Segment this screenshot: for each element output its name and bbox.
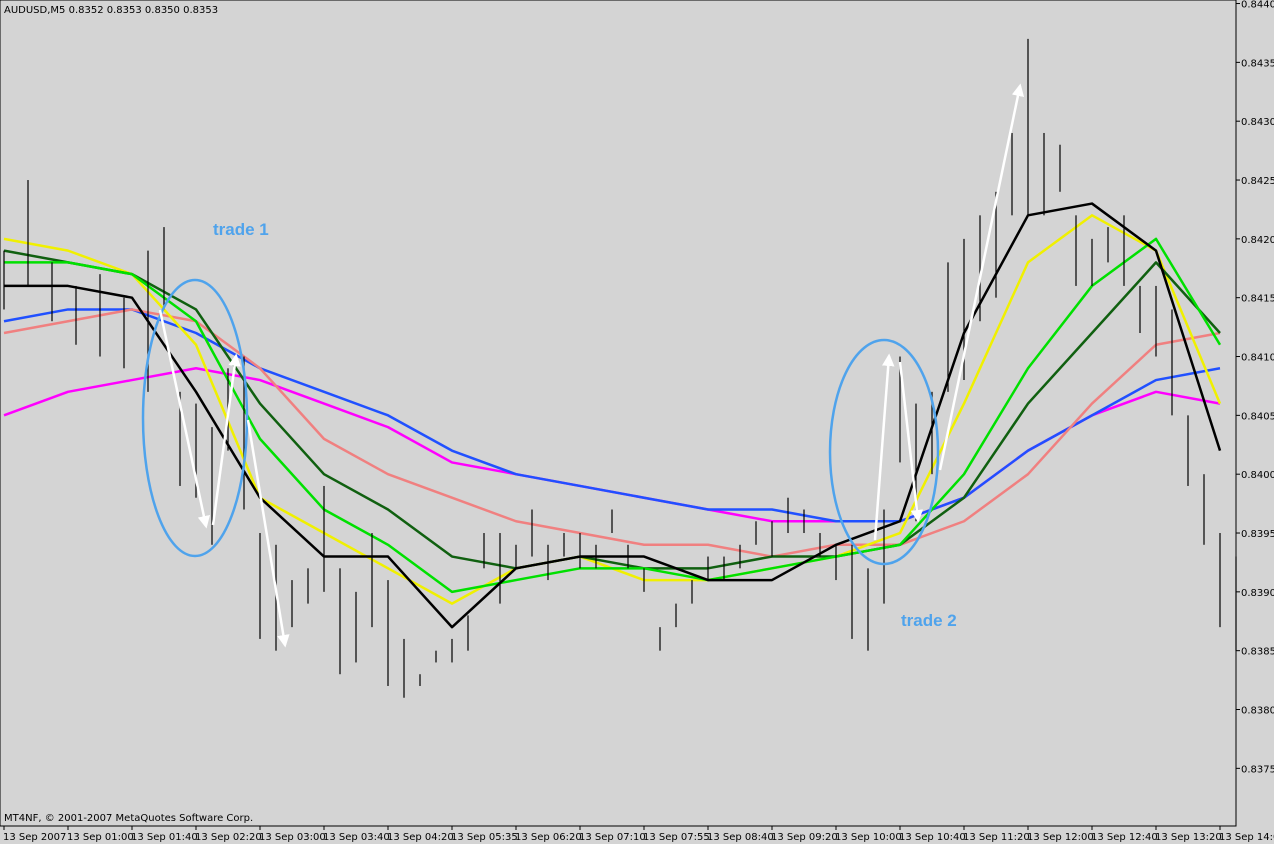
ma-line xyxy=(4,202,1222,629)
y-tick-label: 0.8400 xyxy=(1241,470,1274,481)
x-tick-label: 13 Sep 13:20 xyxy=(1155,832,1222,843)
x-tick-label: 13 Sep 05:35 xyxy=(451,832,518,843)
x-tick-label: 13 Sep 09:20 xyxy=(771,832,838,843)
x-tick-label: 13 Sep 10:40 xyxy=(899,832,966,843)
plot-area xyxy=(0,0,1237,827)
x-tick-label: 13 Sep 06:20 xyxy=(515,832,582,843)
y-tick-label: 0.8430 xyxy=(1241,117,1274,128)
y-tick-label: 0.8440 xyxy=(1241,0,1274,11)
trade-markers xyxy=(141,83,1025,648)
ma-line xyxy=(4,237,1222,594)
x-tick-label: 13 Sep 03:40 xyxy=(323,832,390,843)
x-tick-label: 13 Sep 14:00 xyxy=(1219,832,1274,843)
trade-ellipse xyxy=(828,338,940,566)
annotation: trade 1 xyxy=(213,220,269,239)
y-tick-label: 0.8415 xyxy=(1241,294,1274,305)
marks xyxy=(3,38,1237,698)
y-tick-label: 0.8375 xyxy=(1241,764,1274,775)
y-tick-label: 0.8425 xyxy=(1241,176,1274,187)
y-tick-label: 0.8410 xyxy=(1241,353,1274,364)
y-tick-label: 0.8420 xyxy=(1241,235,1274,246)
x-tick-label: 13 Sep 12:00 xyxy=(1027,832,1094,843)
x-tick-label: 13 Sep 11:20 xyxy=(963,832,1030,843)
y-tick-label: 0.8385 xyxy=(1241,647,1274,658)
x-tick-label: 13 Sep 07:10 xyxy=(579,832,646,843)
x-tick-label: 13 Sep 08:40 xyxy=(707,832,774,843)
y-tick-label: 0.8435 xyxy=(1241,58,1274,69)
annotation: trade 2 xyxy=(901,611,957,630)
x-tick-label: 13 Sep 2007 xyxy=(3,832,66,843)
y-tick-label: 0.8380 xyxy=(1241,706,1274,717)
arrows xyxy=(158,83,1025,648)
y-tick-label: 0.8405 xyxy=(1241,411,1274,422)
x-tick-label: 13 Sep 04:20 xyxy=(387,832,454,843)
chart-title: AUDUSD,M5 0.8352 0.8353 0.8350 0.8353 xyxy=(4,5,218,16)
ma-line xyxy=(3,308,1221,558)
x-tick-label: 13 Sep 03:00 xyxy=(259,832,326,843)
x-tick-label: 13 Sep 01:00 xyxy=(67,832,134,843)
trade-ellipse xyxy=(141,278,249,558)
ma-line xyxy=(3,249,1221,570)
x-tick-label: 13 Sep 07:55 xyxy=(643,832,710,843)
x-tick-label: 13 Sep 02:20 xyxy=(195,832,262,843)
x-tick-label: 13 Sep 01:40 xyxy=(131,832,198,843)
y-tick-label: 0.8390 xyxy=(1241,588,1274,599)
x-tick-label: 13 Sep 12:40 xyxy=(1091,832,1158,843)
x-tick-label: 13 Sep 10:00 xyxy=(835,832,902,843)
y-tick-label: 0.8395 xyxy=(1241,529,1274,540)
footer: MT4NF, © 2001-2007 MetaQuotes Software C… xyxy=(4,813,253,824)
